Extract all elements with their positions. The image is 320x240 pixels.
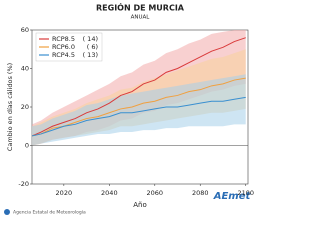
aemet-logo: AEmet — [213, 191, 252, 202]
x-tick-label: 2020 — [56, 189, 73, 197]
uncertainty-band — [32, 74, 246, 146]
legend-label: RCP8.5 — [52, 35, 75, 43]
y-tick-label: 40 — [21, 65, 29, 73]
y-tick-label: 20 — [21, 103, 29, 111]
legend-note: ( 14) — [83, 35, 98, 43]
chart: REGIÓN DE MURCIA ANUAL Año Cambio en día… — [4, 2, 254, 216]
chart-title: REGIÓN DE MURCIA — [96, 2, 185, 13]
plot-area — [32, 30, 246, 146]
legend-label: RCP4.5 — [52, 51, 75, 59]
x-tick-label: 2060 — [147, 189, 164, 197]
legend-note: ( 6) — [87, 43, 98, 51]
chart-subtitle: ANUAL — [131, 15, 151, 21]
y-tick-label: 0 — [25, 142, 29, 150]
y-axis-label: Cambio en días cálidos (%) — [6, 63, 14, 151]
y-tick-label: -20 — [18, 180, 29, 188]
page: REGIÓN DE MURCIA ANUAL Año Cambio en día… — [4, 1, 254, 216]
legend-label: RCP6.0 — [52, 43, 75, 51]
x-tick-label: 2080 — [192, 189, 209, 197]
series-line — [32, 37, 246, 137]
x-tick-label: 2040 — [101, 189, 118, 197]
x-tick-label: 2100 — [237, 189, 254, 197]
x-axis-label: Año — [133, 201, 147, 209]
agency-logo-small — [4, 209, 10, 215]
series-line — [32, 96, 246, 137]
agency-name: Agencia Estatal de Meteorología — [13, 209, 86, 216]
legend-note: ( 13) — [83, 51, 98, 59]
y-tick-label: 60 — [21, 26, 29, 34]
